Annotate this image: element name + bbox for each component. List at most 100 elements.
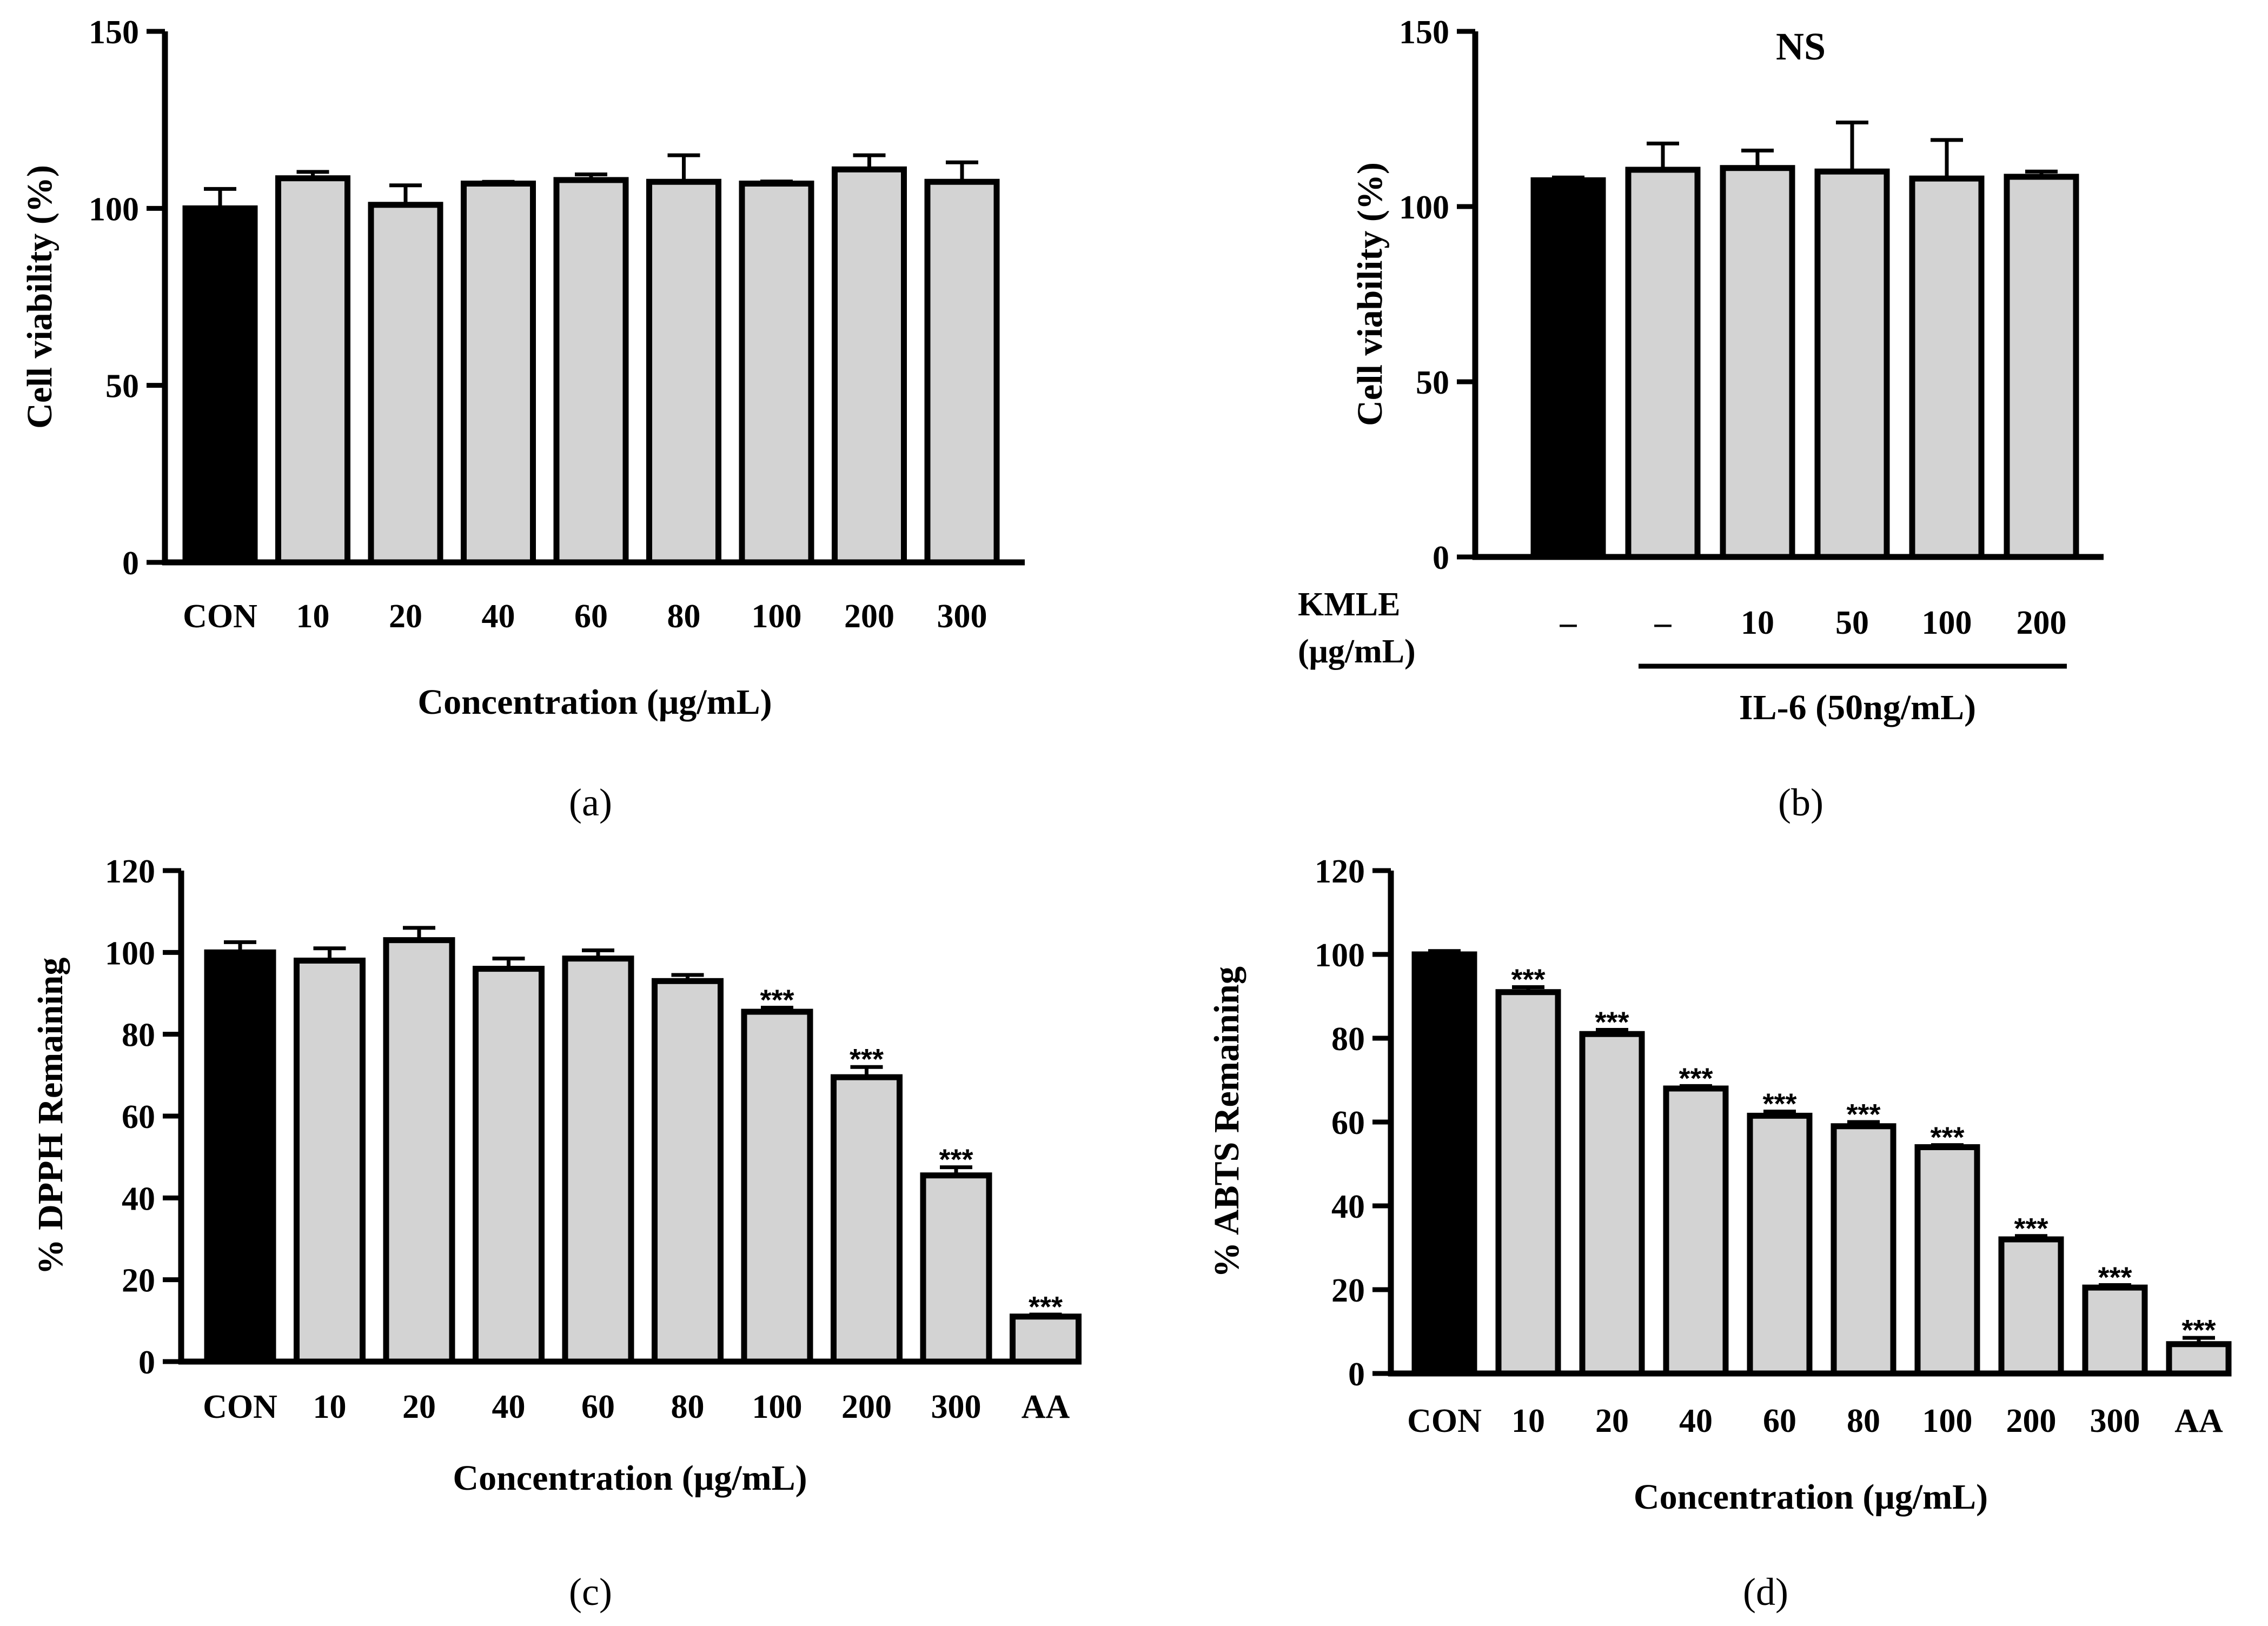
y-tick-label: 120 <box>105 853 155 890</box>
category-label: AA <box>2174 1403 2223 1439</box>
category-label: 20 <box>1595 1403 1629 1439</box>
bar <box>831 1074 903 1365</box>
bar <box>461 181 536 566</box>
significance-marker: *** <box>1595 1006 1629 1039</box>
bar <box>924 178 1000 566</box>
y-tick-label: 100 <box>89 191 139 228</box>
y-tick-label: 100 <box>105 935 155 972</box>
significance-marker: *** <box>1679 1062 1713 1094</box>
y-tick-label: 150 <box>89 14 139 51</box>
panel-label: (d) <box>1743 1570 1788 1614</box>
category-label: 300 <box>2090 1403 2140 1439</box>
category-label: 300 <box>937 598 987 635</box>
bar <box>1411 951 1477 1377</box>
y-tick-label: 0 <box>138 1344 155 1381</box>
category-label: 100 <box>752 1389 803 1425</box>
panel-label: (a) <box>569 781 612 824</box>
il6-group-label: IL-6 (50ng/mL) <box>1739 688 1976 727</box>
category-label: 80 <box>671 1389 705 1425</box>
x-axis-title: Concentration (μg/mL) <box>453 1458 807 1498</box>
y-tick-label: 0 <box>122 545 139 582</box>
y-tick-label: 100 <box>1315 937 1365 974</box>
significance-marker: *** <box>2014 1212 2048 1245</box>
y-axis-title: % DPPH Remaining <box>31 958 70 1275</box>
significance-marker: *** <box>760 984 794 1016</box>
bar <box>182 205 258 566</box>
bar <box>1909 175 1985 560</box>
y-tick-label: 80 <box>1331 1021 1365 1058</box>
category-label: 100 <box>1922 1403 1973 1439</box>
significance-marker: *** <box>1762 1088 1796 1120</box>
category-label: 10 <box>1511 1403 1545 1439</box>
significance-marker: *** <box>1511 963 1545 995</box>
bar <box>294 957 366 1365</box>
y-tick-label: 20 <box>1331 1272 1365 1309</box>
bar <box>1747 1112 1813 1377</box>
y-axis-title: Cell viability (%) <box>1350 162 1390 426</box>
category-label: 20 <box>389 598 422 635</box>
y-tick-label: 50 <box>1416 364 1449 401</box>
panel-label: (b) <box>1778 781 1823 824</box>
bar <box>1720 165 1795 560</box>
bar <box>1010 1313 1082 1365</box>
bar <box>562 955 634 1365</box>
x-axis-title: Concentration (μg/mL) <box>1634 1477 1988 1517</box>
bar <box>646 178 721 566</box>
bar <box>368 202 443 566</box>
y-tick-label: 150 <box>1399 14 1449 51</box>
significance-marker: *** <box>939 1144 973 1176</box>
category-label: 10 <box>1741 605 1774 641</box>
y-tick-label: 120 <box>1315 853 1365 890</box>
category-label: – <box>1654 605 1672 641</box>
category-label: – <box>1560 605 1577 641</box>
bar <box>1495 989 1561 1377</box>
category-label: 40 <box>1679 1403 1713 1439</box>
bar <box>1579 1031 1645 1377</box>
bar <box>1914 1144 1980 1377</box>
y-tick-label: 80 <box>122 1017 155 1054</box>
category-label: 200 <box>2017 605 2067 641</box>
bar <box>1998 1236 2064 1377</box>
panel-a: 0 50 100 150 CON 10 20 40 60 80 100 200 300 Cell viab… <box>20 14 1025 824</box>
bar <box>383 937 455 1365</box>
bar <box>275 175 350 566</box>
significance-marker: *** <box>1846 1098 1880 1131</box>
category-label: 10 <box>296 598 330 635</box>
y-tick-label: 40 <box>1331 1189 1365 1225</box>
category-label: 80 <box>1847 1403 1880 1439</box>
significance-marker: *** <box>850 1043 884 1076</box>
category-label: CON <box>203 1389 277 1425</box>
category-label: 200 <box>844 598 894 635</box>
bar <box>1663 1085 1729 1377</box>
bar <box>2166 1341 2232 1377</box>
bar <box>739 181 814 566</box>
bar <box>1814 168 1890 560</box>
category-label: 20 <box>402 1389 436 1425</box>
y-tick-label: 60 <box>1331 1105 1365 1141</box>
bar <box>832 166 907 566</box>
bar <box>553 177 629 566</box>
category-label: 10 <box>313 1389 347 1425</box>
category-label: 200 <box>841 1389 892 1425</box>
y-tick-label: 50 <box>105 368 139 405</box>
category-label: 100 <box>752 598 802 635</box>
category-label: 100 <box>1922 605 1972 641</box>
category-label: 60 <box>581 1389 615 1425</box>
kmle-row-label: KMLE <box>1298 586 1400 623</box>
bar <box>1625 167 1701 560</box>
bar <box>473 966 545 1365</box>
category-label: 40 <box>482 598 515 635</box>
kmle-unit-label: (μg/mL) <box>1298 633 1416 670</box>
category-label: 300 <box>931 1389 982 1425</box>
bar <box>2004 174 2079 560</box>
category-label: 40 <box>492 1389 526 1425</box>
y-tick-label: 20 <box>122 1263 155 1299</box>
category-label: AA <box>1022 1389 1070 1425</box>
category-label: 60 <box>1763 1403 1796 1439</box>
y-axis-title: % ABTS Remaining <box>1207 966 1246 1278</box>
category-label: 80 <box>667 598 701 635</box>
bar <box>204 949 276 1365</box>
panel-label: (c) <box>569 1570 612 1614</box>
y-tick-label: 0 <box>1348 1356 1365 1393</box>
y-tick-label: 60 <box>122 1099 155 1136</box>
